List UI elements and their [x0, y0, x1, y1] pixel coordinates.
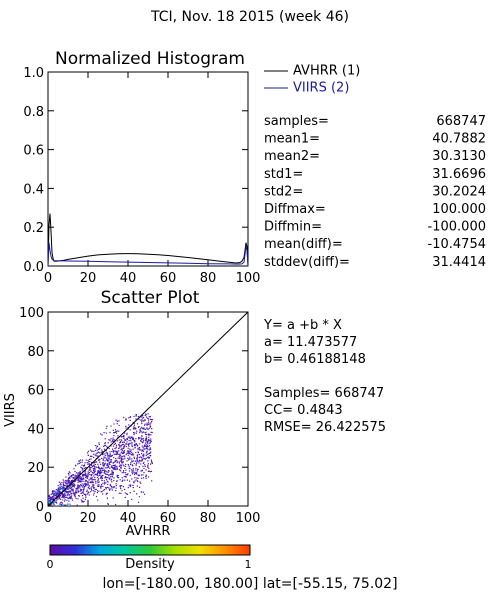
regression-line: a= 11.473577 — [264, 335, 357, 350]
scatter-y-tick-label: 100 — [19, 306, 44, 321]
histogram-y-tick-label: 0.4 — [23, 182, 44, 197]
stat-label: mean(diff)= — [264, 237, 343, 252]
colorbar-min-label: 0 — [47, 558, 54, 571]
histogram-y-tick-label: 1.0 — [23, 66, 44, 81]
colorbar-max-label: 1 — [245, 558, 252, 571]
scatter-y-tick-label: 40 — [27, 422, 44, 437]
stat-value: 31.4414 — [432, 255, 486, 270]
stat-value: 30.3130 — [432, 149, 486, 164]
scatter-x-axis-label: AVHRR — [126, 524, 171, 539]
histogram-legend: AVHRR (1) VIIRS (2) — [264, 64, 360, 96]
scatter-density-cloud — [48, 413, 154, 508]
histogram-x-tick-label: 0 — [44, 271, 52, 286]
stat-label: mean2= — [264, 149, 320, 164]
region-close: ] — [392, 576, 397, 592]
stat-label: std1= — [264, 167, 303, 182]
stat-value: 100.000 — [432, 202, 486, 217]
one-to-one-reference-line — [47, 311, 249, 507]
stat-value: -10.4754 — [428, 237, 486, 252]
statistics-block: samples= 668747 mean1= 40.7882 mean2= 30.3130… — [264, 114, 486, 270]
regression-line: b= 0.46188148 — [264, 352, 366, 367]
scatter-y-tick-label: 0 — [36, 500, 44, 515]
histogram-series-viirs — [47, 242, 249, 267]
scatter-x-tick-label: 100 — [236, 511, 261, 526]
histogram-y-tick-label: 0.2 — [23, 221, 44, 236]
scatter-x-tick-label: 60 — [160, 511, 177, 526]
histogram-plot-frame — [47, 71, 249, 267]
scatter-x-tick-label: 40 — [120, 511, 137, 526]
stat-value: 40.7882 — [432, 132, 486, 147]
stat-value: 31.6696 — [432, 167, 486, 182]
stat-label: Diffmax= — [264, 202, 326, 217]
page-title: TCI, Nov. 18 2015 (week 46) — [150, 9, 349, 25]
scatter-plot-frame — [47, 311, 249, 507]
histogram-chart: Normalized Histogram 0 20 40 60 80 100 0.0 0.2 0… — [23, 49, 360, 286]
region-lon-values: -180.00, 180.00 — [141, 576, 253, 592]
histogram-series-avhrr — [47, 213, 249, 267]
histogram-x-tick-label: 60 — [160, 271, 177, 286]
scatter-y-tick-label: 80 — [27, 345, 44, 360]
region-bounds: lon=[-180.00, 180.00] lat=[-55.15, 75.02… — [102, 576, 397, 592]
stat-label: mean1= — [264, 132, 320, 147]
stat-value: 668747 — [436, 114, 486, 129]
region-lat-label: ] lat=[ — [253, 576, 298, 592]
stat-label: std2= — [264, 184, 303, 199]
stat-label: samples= — [264, 114, 329, 129]
regression-line: CC= 0.4843 — [264, 403, 343, 418]
region-lon-label: lon=[ — [102, 576, 141, 592]
legend-label-avhrr: AVHRR (1) — [293, 64, 360, 79]
stat-label: Diffmin= — [264, 220, 322, 235]
colorbar-label: Density — [125, 557, 175, 572]
colorbar-bar — [49, 544, 251, 556]
regression-line: Samples= 668747 — [264, 386, 384, 401]
histogram-x-tick-label: 20 — [80, 271, 97, 286]
scatter-title: Scatter Plot — [101, 288, 200, 308]
stat-value: -100.000 — [428, 220, 486, 235]
histogram-y-tick-label: 0.8 — [23, 105, 44, 120]
regression-line: RMSE= 26.422575 — [264, 420, 386, 435]
histogram-x-tick-label: 100 — [236, 271, 261, 286]
scatter-y-axis-label: VIIRS — [3, 393, 18, 427]
histogram-x-tick-label: 40 — [120, 271, 137, 286]
stat-value: 30.2024 — [432, 184, 486, 199]
histogram-title: Normalized Histogram — [55, 49, 245, 69]
regression-line: Y= a +b * X — [263, 318, 342, 333]
histogram-y-tick-label: 0.6 — [23, 144, 44, 159]
histogram-x-tick-label: 80 — [200, 271, 217, 286]
histogram-y-tick-label: 0.0 — [23, 260, 44, 275]
stat-label: stddev(diff)= — [264, 255, 350, 270]
scatter-x-tick-label: 0 — [44, 511, 52, 526]
density-colorbar: Density 0 1 — [47, 544, 252, 572]
scatter-y-tick-label: 20 — [27, 461, 44, 476]
region-lat-values: -55.15, 75.02 — [298, 576, 392, 592]
legend-label-viirs: VIIRS (2) — [293, 81, 349, 96]
regression-block: Y= a +b * X a= 11.473577 b= 0.46188148 Samp… — [263, 318, 386, 435]
scatter-x-tick-label: 20 — [80, 511, 97, 526]
scatter-chart: Scatter Plot 00 20 20 40 40 60 60 80 80 100 100 AV… — [3, 288, 260, 539]
scatter-x-tick-label: 80 — [200, 511, 217, 526]
scatter-y-tick-label: 60 — [27, 384, 44, 399]
